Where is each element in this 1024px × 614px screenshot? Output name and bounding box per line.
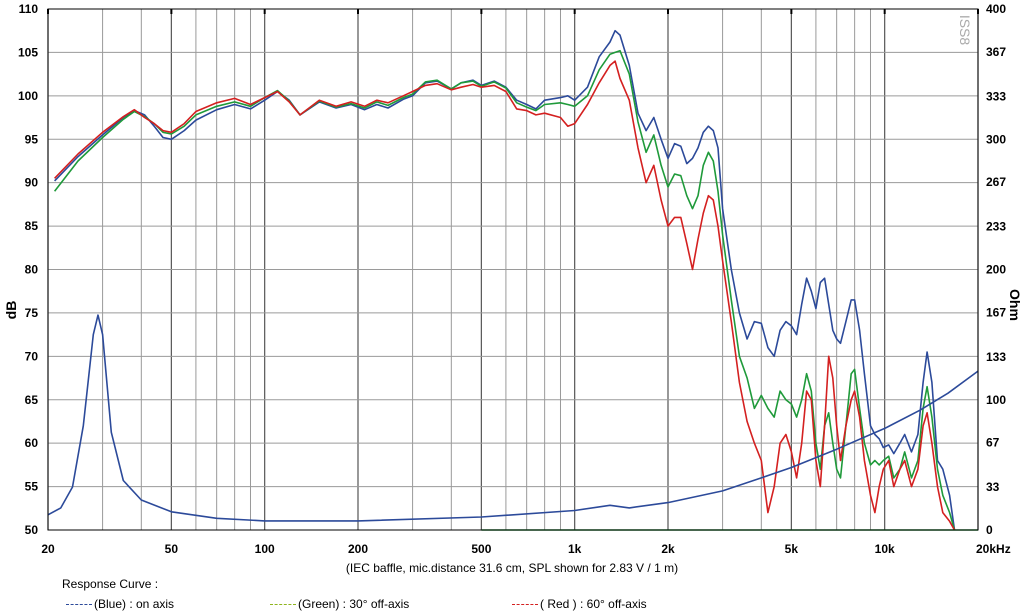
y-tick-label: 110	[19, 2, 39, 16]
legend-label-green: (Green) : 30° off-axis	[298, 597, 410, 611]
y2-tick-label: 300	[986, 132, 1006, 146]
y-tick-label: 85	[25, 219, 39, 233]
y2-tick-label: 267	[986, 175, 1006, 189]
y2-tick-label: 100	[986, 393, 1006, 407]
y-tick-label: 50	[25, 523, 39, 537]
series-line-3	[47, 314, 979, 522]
legend-item-red: ( Red ) : 60° off-axis	[512, 597, 647, 611]
y-tick-labels: 50 55 60 65 70 75 80 85 90 95 100 105 110	[18, 2, 38, 537]
y-tick-label: 100	[18, 89, 38, 103]
watermark: ISS8	[957, 15, 973, 46]
legend-title: Response Curve :	[62, 577, 159, 591]
y-tick-label: 70	[25, 349, 39, 363]
legend-swatch-blue	[66, 604, 92, 606]
series-line-2	[54, 60, 956, 531]
x-tick-label: 2k	[661, 542, 675, 556]
y-tick-label: 95	[25, 132, 39, 146]
y2-tick-label: 33	[986, 480, 1000, 494]
y2-tick-labels: 0 33 67 100 133 167 200 233 267 300 333 367 400	[986, 2, 1006, 537]
x-tick-label: 20	[41, 542, 55, 556]
y2-tick-label: 233	[986, 220, 1006, 234]
y2-tick-label: 167	[986, 305, 1006, 319]
y-tick-label: 75	[25, 306, 39, 320]
y-tick-label: 60	[25, 436, 39, 450]
x-tick-label: 500	[471, 542, 491, 556]
y2-tick-label: 333	[986, 89, 1006, 103]
measurement-note: (IEC baffle, mic.distance 31.6 cm, SPL s…	[345, 561, 679, 575]
legend-label-blue: (Blue) : on axis	[94, 597, 175, 611]
y-axis-title: dB	[3, 301, 19, 320]
x-tick-label: 20kHz	[976, 542, 1011, 556]
y-tick-label: 90	[25, 176, 39, 190]
y-tick-label: 55	[25, 480, 39, 494]
y2-axis-title: Ohm	[1007, 289, 1023, 321]
y2-tick-label: 200	[986, 263, 1006, 277]
x-tick-label: 10k	[875, 542, 895, 556]
y2-tick-label: 400	[986, 2, 1006, 16]
y2-tick-label: 133	[986, 350, 1006, 364]
y-tick-label: 80	[25, 263, 39, 277]
legend-item-green: (Green) : 30° off-axis	[270, 597, 409, 611]
x-tick-label: 100	[255, 542, 275, 556]
y-tick-label: 65	[25, 393, 39, 407]
x-tick-label: 1k	[568, 542, 582, 556]
x-tick-labels: 20 50 100 200 500 1k 2k 5k 10k 20kHz	[41, 542, 1010, 556]
plot-frame	[47, 8, 979, 531]
legend-swatch-green	[270, 604, 296, 606]
y2-tick-label: 67	[986, 436, 1000, 450]
legend-label-red: ( Red ) : 60° off-axis	[540, 597, 647, 611]
y2-tick-label: 367	[986, 45, 1006, 59]
grid	[47, 8, 979, 531]
series-layer	[47, 29, 979, 531]
legend-swatch-red	[512, 604, 538, 606]
x-tick-label: 50	[165, 542, 179, 556]
x-tick-label: 5k	[785, 542, 799, 556]
legend-item-blue: (Blue) : on axis	[66, 597, 174, 611]
y2-tick-label: 0	[986, 523, 993, 537]
x-tick-label: 200	[348, 542, 368, 556]
y-tick-label: 105	[18, 45, 38, 59]
